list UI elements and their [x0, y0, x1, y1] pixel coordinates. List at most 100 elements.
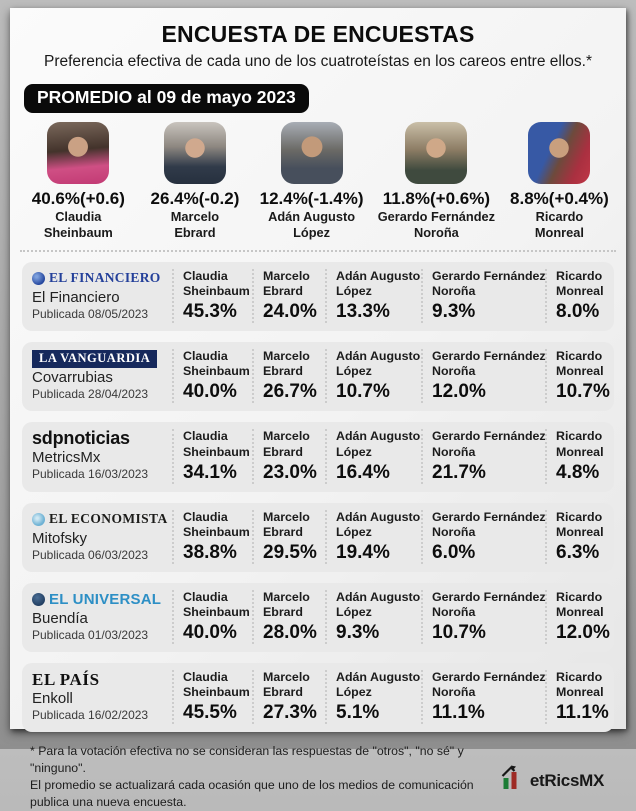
poll-result-value: 40.0% — [183, 381, 237, 403]
poll-result-cell: Adán Augusto López 19.4% — [325, 509, 421, 564]
outlet-logo-text: LA VANGUARDIA — [32, 349, 158, 368]
poll-result-value: 23.0% — [263, 461, 317, 483]
poll-result-cell: Adán Augusto López 9.3% — [325, 589, 421, 645]
poll-row: EL ECONOMISTA Mitofsky Publicada 06/03/2… — [22, 502, 614, 572]
poll-result-cell: Marcelo Ebrard 26.7% — [252, 349, 325, 404]
candidate-name: Gerardo Fernández Noroña — [370, 209, 503, 241]
poll-result-value: 11.1% — [432, 702, 485, 724]
outlet-logo-icon — [32, 592, 45, 606]
candidate-name-line-1: Gerardo Fernández — [377, 209, 496, 224]
outlet-logo-text: EL PAÍS — [32, 669, 100, 689]
poll-result-value: 9.3% — [336, 622, 380, 644]
poll-result-value: 5.1% — [336, 702, 380, 724]
poll-result-value: 28.0% — [263, 622, 317, 644]
pollster-name: MetricsMx — [32, 449, 101, 467]
dotted-separator — [20, 249, 616, 252]
footer: * Para la votación efectiva no se consid… — [30, 743, 612, 811]
poll-result-value: 13.3% — [336, 301, 390, 323]
poll-result-value: 6.3% — [556, 541, 600, 563]
outlet-logo: EL PAÍS — [32, 670, 172, 689]
footnote-text: * Para la votación efectiva no se consid… — [30, 743, 492, 811]
poll-result-cell: Marcelo Ebrard 23.0% — [252, 429, 325, 484]
poll-result-cell: Gerardo Fernández Noroña 12.0% — [421, 349, 546, 404]
page-subtitle: Preferencia efectiva de cada uno de los … — [44, 53, 592, 70]
candidate-name: Marcelo Ebrard — [137, 209, 254, 241]
pollster-name: Enkoll — [32, 690, 73, 708]
pollster-name: Covarrubias — [32, 369, 113, 387]
candidate-name: Claudia Sheinbaum — [20, 209, 137, 241]
poll-result-cell: Claudia Sheinbaum 45.3% — [172, 268, 252, 324]
candidate-name-line-2: Ebrard — [174, 224, 216, 240]
cell-candidate-name: Marcelo Ebrard — [263, 509, 310, 539]
pollster-name: El Financiero — [32, 288, 120, 306]
candidate-name-line-1: Ricardo — [535, 209, 584, 224]
poll-result-value: 6.0% — [432, 541, 476, 563]
poll-result-value: 9.3% — [432, 301, 476, 323]
outlet-logo: EL UNIVERSAL — [32, 590, 172, 609]
poll-result-cell: Ricardo Monreal 8.0% — [545, 268, 610, 324]
published-date: Publicada 01/03/2023 — [32, 627, 149, 642]
outlet-logo-icon — [32, 271, 45, 285]
poll-result-value: 8.0% — [556, 301, 600, 323]
outlet-logo-text: sdpnoticias — [32, 428, 130, 449]
poll-result-cell: Marcelo Ebrard 27.3% — [252, 670, 325, 725]
poll-source: EL PAÍS Enkoll Publicada 16/02/2023 — [22, 670, 172, 723]
poll-row: EL FINANCIERO El Financiero Publicada 08… — [22, 261, 614, 332]
cell-candidate-name: Claudia Sheinbaum — [183, 589, 250, 620]
poll-result-value: 38.8% — [183, 541, 237, 563]
outlet-logo-icon — [32, 512, 45, 526]
poll-result-cell: Marcelo Ebrard 29.5% — [252, 509, 325, 564]
poll-result-value: 21.7% — [432, 461, 486, 483]
candidate-name: Ricardo Monreal — [503, 209, 616, 241]
poll-result-cell: Ricardo Monreal 11.1% — [545, 670, 610, 725]
poll-result-cell: Claudia Sheinbaum 40.0% — [172, 349, 252, 404]
metricsmx-logo: etRicsMX — [501, 764, 612, 791]
poll-result-cell: Ricardo Monreal 6.3% — [545, 509, 610, 564]
outlet-logo: EL ECONOMISTA — [32, 510, 172, 529]
poll-result-cell: Ricardo Monreal 12.0% — [545, 589, 610, 645]
infographic-card: ENCUESTA DE ENCUESTAS Preferencia efecti… — [10, 8, 626, 809]
poll-source: EL FINANCIERO El Financiero Publicada 08… — [22, 269, 172, 321]
outlet-logo-text: EL ECONOMISTA — [49, 511, 168, 527]
metricsmx-logo-text: etRicsMX — [529, 770, 604, 790]
poll-result-value: 19.4% — [336, 541, 390, 563]
cell-candidate-name: Gerardo Fernández Noroña — [432, 589, 546, 620]
cell-candidate-name: Ricardo Monreal — [556, 268, 604, 299]
poll-result-value: 10.7% — [336, 381, 390, 403]
cell-candidate-name: Adán Augusto López — [336, 670, 421, 700]
cell-candidate-name: Gerardo Fernández Noroña — [432, 670, 546, 700]
cell-candidate-name: Claudia Sheinbaum — [183, 429, 250, 459]
page-title: ENCUESTA DE ENCUESTAS — [161, 21, 475, 47]
cell-candidate-name: Adán Augusto López — [336, 349, 421, 379]
candidate-card: 40.6%(+0.6) Claudia Sheinbaum — [20, 122, 137, 241]
poll-result-cell: Claudia Sheinbaum 45.5% — [172, 670, 252, 725]
poll-result-cell: Claudia Sheinbaum 40.0% — [172, 589, 252, 645]
poll-result-value: 4.8% — [556, 461, 600, 483]
cell-candidate-name: Gerardo Fernández Noroña — [432, 429, 546, 459]
poll-row: LA VANGUARDIA Covarrubias Publicada 28/0… — [22, 342, 614, 412]
cell-candidate-name: Gerardo Fernández Noroña — [432, 268, 546, 299]
candidate-name-line-2: Sheinbaum — [43, 224, 113, 240]
cell-candidate-name: Claudia Sheinbaum — [183, 670, 250, 700]
poll-result-cell: Gerardo Fernández Noroña 11.1% — [421, 670, 546, 725]
candidate-card: 8.8%(+0.4%) Ricardo Monreal — [503, 122, 616, 241]
poll-result-cell: Gerardo Fernández Noroña 10.7% — [421, 589, 546, 645]
cell-candidate-name: Gerardo Fernández Noroña — [432, 349, 546, 379]
poll-result-value: 29.5% — [263, 541, 317, 563]
published-date: Publicada 16/02/2023 — [32, 708, 149, 723]
poll-result-cell: Marcelo Ebrard 24.0% — [252, 268, 325, 324]
published-date: Publicada 06/03/2023 — [32, 547, 149, 562]
poll-source: sdpnoticias MetricsMx Publicada 16/03/20… — [22, 428, 172, 481]
outlet-logo-text: EL UNIVERSAL — [49, 590, 162, 608]
poll-result-cell: Gerardo Fernández Noroña 21.7% — [421, 429, 546, 484]
candidate-name-line-2: Noroña — [413, 224, 459, 240]
cell-candidate-name: Ricardo Monreal — [556, 589, 604, 620]
cell-candidate-name: Marcelo Ebrard — [263, 349, 310, 379]
cell-candidate-name: Marcelo Ebrard — [263, 429, 310, 459]
poll-result-value: 27.3% — [263, 702, 317, 724]
poll-result-value: 24.0% — [263, 301, 317, 323]
poll-result-cell: Adán Augusto López 16.4% — [325, 429, 421, 484]
outlet-logo: sdpnoticias — [32, 428, 172, 449]
candidate-card: 11.8%(+0.6%) Gerardo Fernández Noroña — [370, 122, 503, 241]
poll-source: EL ECONOMISTA Mitofsky Publicada 06/03/2… — [22, 510, 172, 562]
